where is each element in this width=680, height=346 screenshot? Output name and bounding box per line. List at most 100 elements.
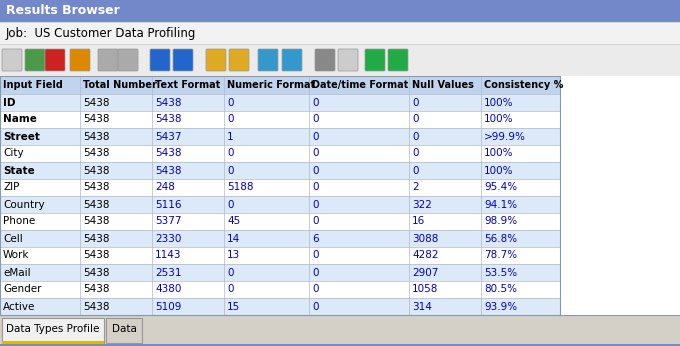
Text: Data: Data <box>112 324 137 334</box>
Text: eMail: eMail <box>3 267 31 277</box>
Text: 4282: 4282 <box>412 251 439 261</box>
Text: 0: 0 <box>312 98 318 108</box>
Text: 314: 314 <box>412 301 432 311</box>
Text: 5438: 5438 <box>83 98 109 108</box>
Text: State: State <box>3 165 35 175</box>
Text: 5438: 5438 <box>83 182 109 192</box>
Text: Street: Street <box>3 131 40 142</box>
Text: 13: 13 <box>227 251 240 261</box>
Text: 1: 1 <box>227 131 234 142</box>
FancyBboxPatch shape <box>150 49 170 71</box>
Text: 5438: 5438 <box>83 165 109 175</box>
Text: 45: 45 <box>227 217 240 227</box>
Text: Data Types Profile: Data Types Profile <box>6 324 100 334</box>
Text: 16: 16 <box>412 217 425 227</box>
FancyBboxPatch shape <box>98 49 118 71</box>
Text: 6: 6 <box>312 234 319 244</box>
Text: 56.8%: 56.8% <box>484 234 517 244</box>
Bar <box>0 145 560 162</box>
Text: 93.9%: 93.9% <box>484 301 517 311</box>
Text: 5438: 5438 <box>83 131 109 142</box>
Bar <box>0 281 560 298</box>
Text: 1058: 1058 <box>412 284 439 294</box>
Text: ZIP: ZIP <box>3 182 19 192</box>
Text: 0: 0 <box>412 115 418 125</box>
Text: 5438: 5438 <box>83 148 109 158</box>
Text: 5438: 5438 <box>83 200 109 209</box>
Text: ID: ID <box>3 98 16 108</box>
Bar <box>0 344 680 346</box>
Text: 0: 0 <box>227 284 233 294</box>
Text: 0: 0 <box>412 148 418 158</box>
Text: 3088: 3088 <box>412 234 439 244</box>
FancyBboxPatch shape <box>388 49 408 71</box>
Text: 0: 0 <box>312 115 318 125</box>
FancyBboxPatch shape <box>106 318 142 343</box>
Bar <box>2 341 104 344</box>
FancyBboxPatch shape <box>173 49 193 71</box>
FancyBboxPatch shape <box>45 49 65 71</box>
Text: 5438: 5438 <box>83 267 109 277</box>
Text: Cell: Cell <box>3 234 22 244</box>
Bar <box>0 213 560 230</box>
Text: 0: 0 <box>312 267 318 277</box>
Text: Active: Active <box>3 301 35 311</box>
Text: 5438: 5438 <box>83 217 109 227</box>
Text: 5438: 5438 <box>155 115 182 125</box>
Text: 0: 0 <box>412 131 418 142</box>
Text: 2907: 2907 <box>412 267 439 277</box>
Text: 5116: 5116 <box>155 200 182 209</box>
FancyBboxPatch shape <box>206 49 226 71</box>
Text: 80.5%: 80.5% <box>484 284 517 294</box>
Bar <box>0 179 560 196</box>
Text: 5438: 5438 <box>155 148 182 158</box>
Text: 100%: 100% <box>484 115 513 125</box>
Text: 0: 0 <box>312 165 318 175</box>
Text: 5437: 5437 <box>155 131 182 142</box>
Text: 5438: 5438 <box>83 234 109 244</box>
Text: Gender: Gender <box>3 284 41 294</box>
Bar <box>0 128 560 145</box>
Text: 1143: 1143 <box>155 251 182 261</box>
Text: 5377: 5377 <box>155 217 182 227</box>
Text: Work: Work <box>3 251 29 261</box>
FancyBboxPatch shape <box>229 49 249 71</box>
Text: 95.4%: 95.4% <box>484 182 517 192</box>
Text: 5438: 5438 <box>83 115 109 125</box>
Text: 94.1%: 94.1% <box>484 200 517 209</box>
FancyBboxPatch shape <box>25 49 45 71</box>
Text: 0: 0 <box>227 165 233 175</box>
Text: 4380: 4380 <box>155 284 182 294</box>
Bar <box>0 162 560 179</box>
Text: Consistency %: Consistency % <box>484 80 563 90</box>
FancyBboxPatch shape <box>118 49 138 71</box>
Text: Job:  US Customer Data Profiling: Job: US Customer Data Profiling <box>6 27 197 39</box>
Text: 0: 0 <box>312 251 318 261</box>
Text: 53.5%: 53.5% <box>484 267 517 277</box>
Text: 98.9%: 98.9% <box>484 217 517 227</box>
Text: Country: Country <box>3 200 45 209</box>
Text: 248: 248 <box>155 182 175 192</box>
Text: 5438: 5438 <box>83 284 109 294</box>
FancyBboxPatch shape <box>282 49 302 71</box>
Text: 0: 0 <box>312 148 318 158</box>
Text: Phone: Phone <box>3 217 35 227</box>
Text: 0: 0 <box>412 165 418 175</box>
Text: 0: 0 <box>227 200 233 209</box>
Bar <box>0 230 560 247</box>
Text: Null Values: Null Values <box>412 80 474 90</box>
Text: 15: 15 <box>227 301 240 311</box>
Text: Numeric Format: Numeric Format <box>227 80 315 90</box>
Text: 0: 0 <box>312 200 318 209</box>
Text: >99.9%: >99.9% <box>484 131 526 142</box>
Text: 0: 0 <box>312 301 318 311</box>
Text: Name: Name <box>3 115 37 125</box>
Text: 0: 0 <box>227 267 233 277</box>
Text: Total Number: Total Number <box>83 80 157 90</box>
FancyBboxPatch shape <box>258 49 278 71</box>
Text: 5438: 5438 <box>83 251 109 261</box>
Text: 100%: 100% <box>484 148 513 158</box>
Text: 14: 14 <box>227 234 240 244</box>
Text: 0: 0 <box>412 98 418 108</box>
Text: 2: 2 <box>412 182 419 192</box>
